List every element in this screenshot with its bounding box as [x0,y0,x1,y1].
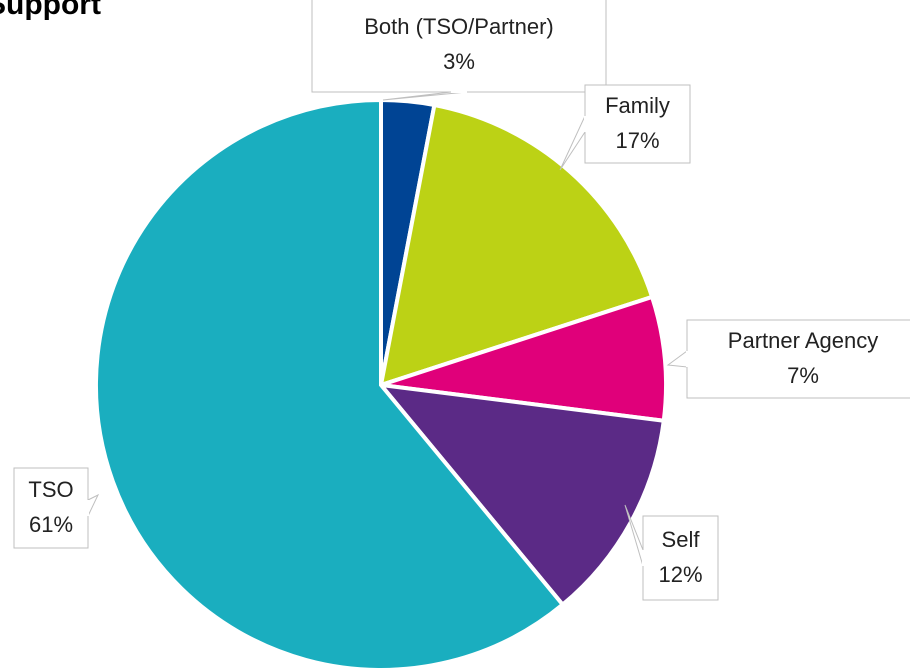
label-box [686,319,910,399]
label-name: Self [662,527,701,552]
label-value: 17% [615,128,659,153]
label-box [642,515,719,601]
label-name: Family [605,93,670,118]
label-name: TSO [28,477,73,502]
label-value: 7% [787,363,819,388]
label-value: 3% [443,49,475,74]
label-value: 61% [29,512,73,537]
chart-title: Support [0,0,101,21]
label-pointer [666,350,688,368]
label-box [584,84,691,164]
pie-slice [378,102,655,388]
pie-slice [94,97,566,671]
pie-slice [380,294,668,423]
label-name: Partner Agency [728,328,878,353]
label-pointer [559,115,586,171]
label-pointer [87,493,100,517]
label-value: 12% [658,562,702,587]
label-name: Both (TSO/Partner) [364,14,554,39]
label-pointer [382,91,468,101]
label-box [311,0,607,93]
